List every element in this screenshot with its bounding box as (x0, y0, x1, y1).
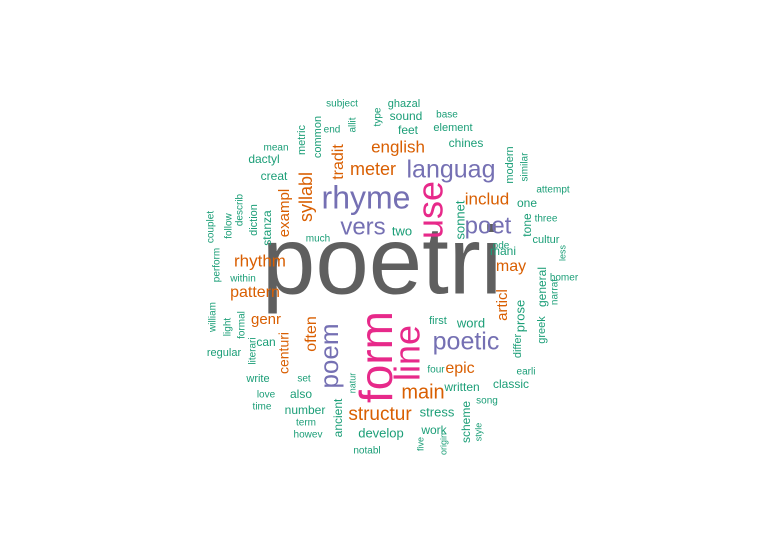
word-use: use (410, 181, 451, 239)
word-two: two (392, 223, 412, 238)
word-earli: earli (517, 367, 536, 378)
word-poetic: poetic (433, 328, 500, 356)
word-notabl: notabl (353, 446, 380, 457)
word-end: end (324, 125, 341, 136)
word-main: main (401, 381, 444, 403)
word-common: common (312, 116, 324, 158)
word-scheme: scheme (459, 401, 473, 443)
word-element: element (433, 122, 472, 134)
word-three: three (535, 214, 558, 225)
word-english: english (371, 137, 425, 156)
word-line: line (387, 325, 428, 381)
word-base: base (436, 110, 458, 121)
word-stanza: stanza (260, 210, 274, 246)
word-structur: structur (348, 404, 412, 425)
word-greek: greek (536, 316, 548, 344)
word-number: number (285, 403, 326, 417)
word-includ: includ (465, 189, 509, 208)
word-one: one (517, 196, 537, 210)
word-perform: perform (212, 248, 223, 282)
word-feet: feet (398, 123, 419, 137)
word-poetri: poetri (262, 207, 502, 314)
word-less: less (557, 245, 567, 262)
word-genr: genr (251, 311, 281, 328)
word-form: form (350, 311, 402, 403)
word-may: may (496, 258, 526, 275)
word-also: also (290, 387, 312, 401)
word-centuri: centuri (276, 332, 292, 374)
word-diction: diction (248, 204, 260, 236)
word-first: first (429, 315, 447, 327)
word-song: song (476, 396, 498, 407)
word-ghazal: ghazal (388, 98, 420, 110)
word-poem: poem (314, 323, 344, 388)
word-william: william (208, 302, 219, 333)
word-sound: sound (390, 109, 423, 123)
word-formal: formal (237, 311, 248, 339)
word-exampl: exampl (276, 189, 293, 237)
word-subject: subject (326, 99, 358, 110)
word-love: love (257, 390, 276, 401)
word-narrat: narrat (550, 279, 561, 305)
word-time: time (253, 402, 272, 413)
word-work: work (420, 423, 447, 437)
word-mean: mean (263, 143, 288, 154)
word-four: four (427, 365, 445, 376)
word-within: within (229, 274, 256, 285)
word-ancient: ancient (331, 398, 345, 437)
word-general: general (535, 267, 549, 307)
word-word: word (456, 315, 485, 330)
word-attempt: attempt (536, 185, 570, 196)
word-homer: homer (550, 273, 579, 284)
word-poet: poet (465, 212, 512, 239)
word-ode: ode (493, 241, 510, 252)
word-vers: vers (340, 213, 385, 240)
word-classic: classic (493, 377, 529, 391)
word-stress: stress (420, 404, 455, 419)
word-tone: tone (520, 213, 534, 237)
word-languag: languag (407, 156, 496, 184)
word-often: often (303, 316, 320, 352)
word-creat: creat (261, 169, 288, 183)
word-chines: chines (449, 136, 484, 150)
word-epic: epic (445, 360, 474, 377)
word-type: type (373, 107, 384, 126)
word-articl: articl (494, 289, 511, 321)
word-much: much (306, 234, 330, 245)
word-natur: natur (347, 373, 357, 394)
word-follow: follow (224, 212, 235, 238)
word-develop: develop (358, 425, 404, 440)
word-prose: prose (512, 300, 527, 333)
word-can: can (256, 335, 275, 349)
word-syllabl: syllabl (296, 172, 316, 222)
word-five: five (415, 437, 425, 451)
word-write: write (245, 373, 269, 385)
word-howev: howev (294, 430, 323, 441)
word-rhyme: rhyme (322, 179, 411, 215)
word-dactyl: dactyl (248, 152, 279, 166)
word-set: set (297, 374, 311, 385)
word-tradit: tradit (330, 144, 347, 180)
word-term: term (296, 418, 316, 429)
word-modern: modern (504, 146, 516, 183)
word-style: style (473, 423, 483, 442)
word-regular: regular (207, 347, 242, 359)
word-cultur: cultur (533, 234, 560, 246)
word-metric: metric (296, 125, 308, 155)
word-light: light (223, 318, 234, 337)
word-literari: literari (248, 337, 259, 364)
word-origin: origin (438, 433, 448, 455)
word-allit: allit (348, 117, 359, 132)
word-pattern: pattern (230, 284, 280, 301)
word-differ: differ (512, 334, 524, 359)
word-mani: mani (490, 244, 516, 258)
word-couplet: couplet (206, 211, 217, 243)
word-meter: meter (350, 159, 396, 179)
word-sonnet: sonnet (452, 200, 467, 239)
word-describ: describ (235, 193, 246, 226)
word-similar: similar (520, 152, 531, 182)
word-rhythm: rhythm (234, 251, 286, 270)
word-written: written (443, 380, 479, 394)
